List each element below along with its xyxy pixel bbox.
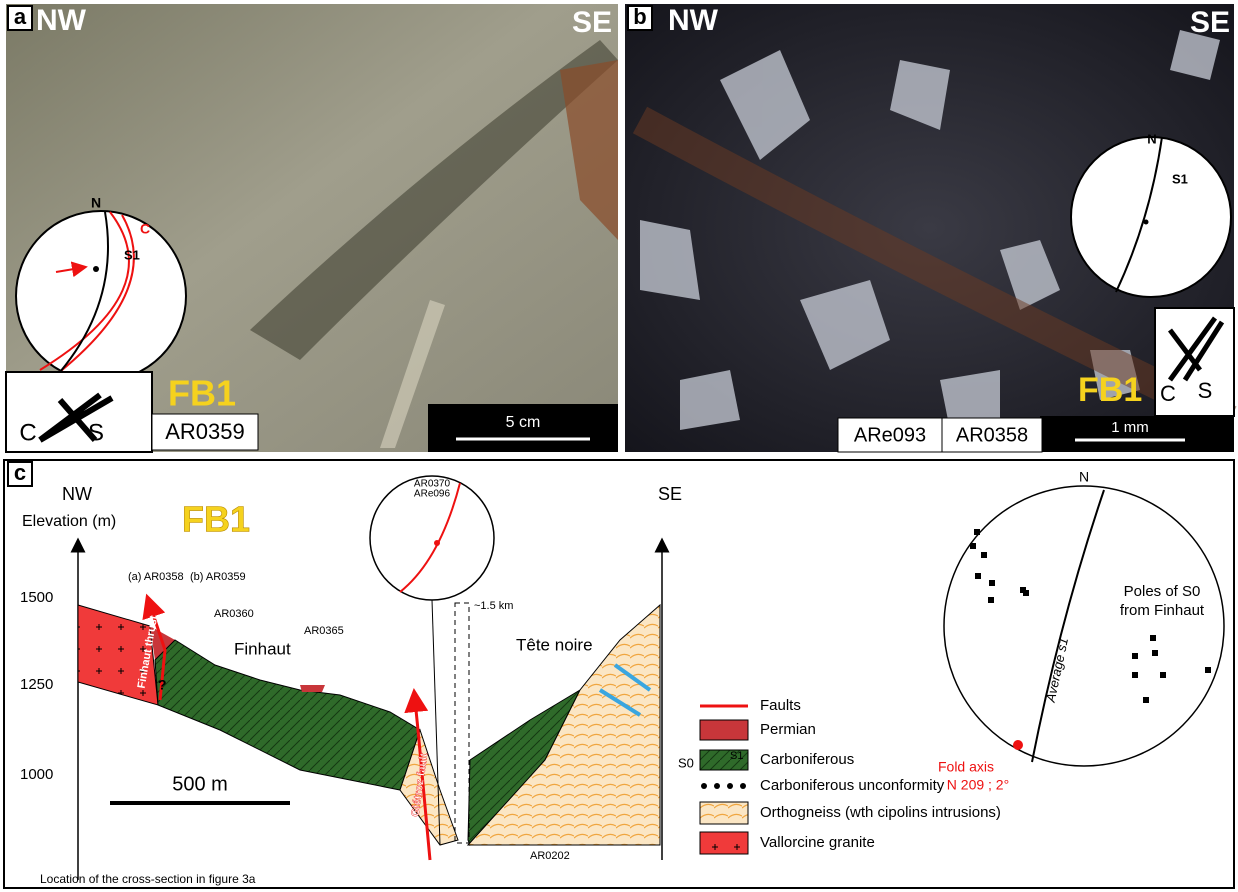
lineation <box>434 540 440 546</box>
legend-swatch <box>700 832 748 854</box>
sample-label: ARe093 <box>854 424 926 446</box>
legend-swatch <box>700 720 748 740</box>
panel-label: c <box>14 460 26 485</box>
stereonet-b <box>1071 137 1231 297</box>
direction: SE <box>658 484 682 504</box>
stereonet <box>944 486 1224 766</box>
zone-label: FB1 <box>182 499 250 540</box>
panel-label: a <box>14 4 27 29</box>
direction: NW <box>668 4 719 37</box>
zone-label: FB1 <box>168 373 236 414</box>
sample-label: AR0358 <box>956 424 1028 446</box>
north: N <box>1079 469 1089 485</box>
direction: NW <box>36 4 87 37</box>
place-label: Tête noire <box>516 635 593 654</box>
lineation <box>1144 220 1149 225</box>
plane-label: C <box>140 221 150 237</box>
fold-axis <box>1013 740 1023 750</box>
sample-label: AR0202 <box>530 850 570 862</box>
direction: SE <box>1190 6 1230 39</box>
direction: NW <box>62 484 92 504</box>
tick-label: 1250 <box>20 676 53 693</box>
kinematic-label: C <box>1160 381 1176 406</box>
legend-label: Permian <box>760 721 816 738</box>
kinematic-label: S <box>88 419 104 446</box>
place-label: Finhaut <box>234 639 291 658</box>
tick-label: 1000 <box>20 766 53 783</box>
kinematic-label: C <box>19 419 36 446</box>
panel-label: b <box>633 4 646 29</box>
sample-label: AR0365 <box>304 625 344 637</box>
lineation <box>93 266 99 272</box>
distance-label: ~1.5 km <box>474 600 513 612</box>
plane-label: S1 <box>124 247 140 262</box>
permian <box>300 685 325 692</box>
stereonet-label: Poles of S0 <box>1124 583 1201 600</box>
sample-label: AR0360 <box>214 608 254 620</box>
scale-label: 500 m <box>172 773 228 795</box>
axis-title: Elevation (m) <box>22 513 116 530</box>
north: N <box>91 195 101 211</box>
sample-label: ARe096 <box>414 489 451 500</box>
legend-label: Vallorcine granite <box>760 834 875 851</box>
sample-label: AR0359 <box>165 419 245 444</box>
tick-label: 1500 <box>20 589 53 606</box>
plane-label: S1 <box>1172 171 1188 186</box>
scale-label: 5 cm <box>506 414 541 431</box>
stereonet-label: from Finhaut <box>1120 602 1205 619</box>
legend-label: S1 <box>730 750 743 762</box>
scale-label: 1 mm <box>1111 419 1149 436</box>
caption: Location of the cross-section in figure … <box>40 872 256 886</box>
uncertain-label: ? <box>158 677 167 693</box>
direction: SE <box>572 6 612 39</box>
legend-label: S0 <box>678 755 694 770</box>
figure: aNWSENCS1CSFB1AR03595 cmbNWSENS1CSFB1ARe… <box>0 0 1238 892</box>
stereonet-label: N 209 ; 2° <box>947 777 1009 793</box>
legend-label: Carboniferous <box>760 751 854 768</box>
sample-label: (b) AR0359 <box>190 571 246 583</box>
north: N <box>1147 131 1156 146</box>
stereonet-label: Fold axis <box>938 759 994 775</box>
legend-swatch <box>700 802 748 824</box>
legend-label: Faults <box>760 697 801 714</box>
sample-label: (a) AR0358 <box>128 571 184 583</box>
zone-label: FB1 <box>1078 371 1142 409</box>
kinematic-label: S <box>1198 378 1213 403</box>
legend-label: Carboniferous unconformity <box>760 777 945 794</box>
legend-label: Orthogneiss (wth cipolins intrusions) <box>760 804 1001 821</box>
